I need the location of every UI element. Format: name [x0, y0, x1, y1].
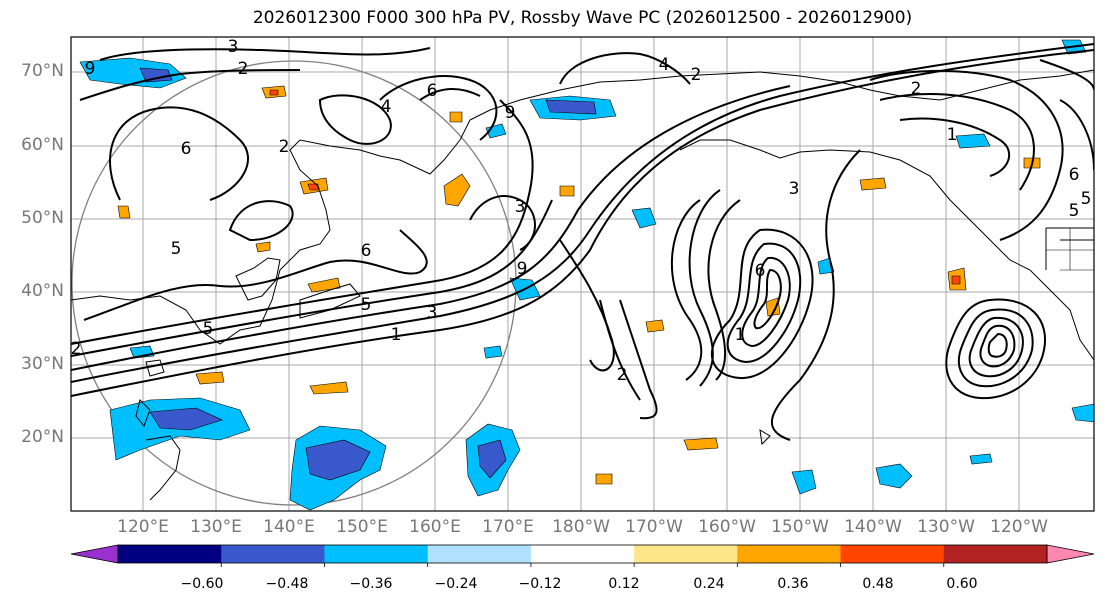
contour-label: 9	[85, 59, 96, 79]
lon-label: 150°W	[771, 517, 829, 537]
contour-label: 6	[1069, 165, 1080, 185]
lon-label: 150°E	[336, 517, 388, 537]
lon-label: 140°E	[263, 517, 315, 537]
contour-label: 3	[228, 37, 239, 57]
contour-label: 6	[361, 241, 372, 261]
contour-label: 5	[203, 319, 214, 339]
contour-label: 3	[515, 197, 526, 217]
negative-anomaly-fills	[79, 39, 1094, 511]
contour-label: 2	[691, 65, 702, 85]
lon-label: 120°W	[990, 517, 1048, 537]
pv-contours	[71, 43, 1094, 441]
contour-label: 4	[381, 97, 392, 117]
colorbar-tick-label: −0.48	[265, 576, 309, 592]
positive-anomaly-fills	[117, 85, 1041, 485]
colorbar-tick-label: −0.12	[518, 576, 562, 592]
contour-label: 6	[181, 139, 192, 159]
contour-label: 4	[659, 55, 670, 75]
borders	[1046, 228, 1094, 271]
contour-label: 2	[617, 365, 628, 385]
lat-label-70n: 70°N	[21, 61, 64, 81]
colorbar-tick-label: 0.24	[693, 576, 725, 592]
lon-label: 180°W	[552, 517, 610, 537]
colorbar-tick-label: 0.48	[862, 576, 894, 592]
lon-label: 160°E	[409, 517, 461, 537]
lon-label: 140°W	[844, 517, 902, 537]
lon-label: 120°E	[117, 517, 169, 537]
lat-label-40n: 40°N	[21, 281, 64, 301]
lat-label-50n: 50°N	[21, 208, 64, 228]
coastlines	[71, 69, 1094, 501]
contour-label: 2	[71, 339, 82, 359]
contour-label: 6	[755, 261, 766, 281]
lon-label: 130°W	[917, 517, 975, 537]
lat-label-20n: 20°N	[21, 427, 64, 447]
contour-label: 3	[789, 179, 800, 199]
contour-label: 2	[911, 79, 922, 99]
contour-label: 5	[361, 295, 372, 315]
contour-label: 5	[171, 239, 182, 259]
contour-label: 9	[517, 259, 528, 279]
lon-label: 170°E	[482, 517, 534, 537]
colorbar-tick-label: 0.60	[946, 576, 978, 592]
contour-label: 5	[1069, 201, 1080, 221]
contour-label: 2	[279, 137, 290, 157]
colorbar-tick-label: −0.36	[349, 576, 393, 592]
map-title: 2026012300 F000 300 hPa PV, Rossby Wave …	[252, 8, 913, 28]
lon-label: 130°E	[190, 517, 242, 537]
contour-label: 2	[238, 59, 249, 79]
contour-label: 5	[1081, 189, 1092, 209]
contour-label: 1	[391, 325, 402, 345]
colorbar-tick-label: −0.60	[180, 576, 224, 592]
contour-label: 1	[735, 325, 746, 345]
map-frame	[70, 36, 1095, 512]
contour-label: 6	[427, 81, 438, 101]
lat-label-30n: 30°N	[21, 354, 64, 374]
contour-label: 9	[505, 103, 516, 123]
colorbar-tick-label: 0.12	[608, 576, 640, 592]
lon-label: 160°W	[698, 517, 756, 537]
contour-label: 3	[427, 303, 438, 323]
colorbar-tick-label: −0.24	[434, 576, 478, 592]
lat-label-60n: 60°N	[21, 135, 64, 155]
contour-labels: 3 2 9 2 6 4 5 6 3 2 5 6 5 9 3 5 1 1 2 4 …	[71, 37, 1092, 385]
contour-label: 1	[947, 125, 958, 145]
lon-label: 170°W	[625, 517, 683, 537]
colorbar-tick-label: 0.36	[777, 576, 809, 592]
